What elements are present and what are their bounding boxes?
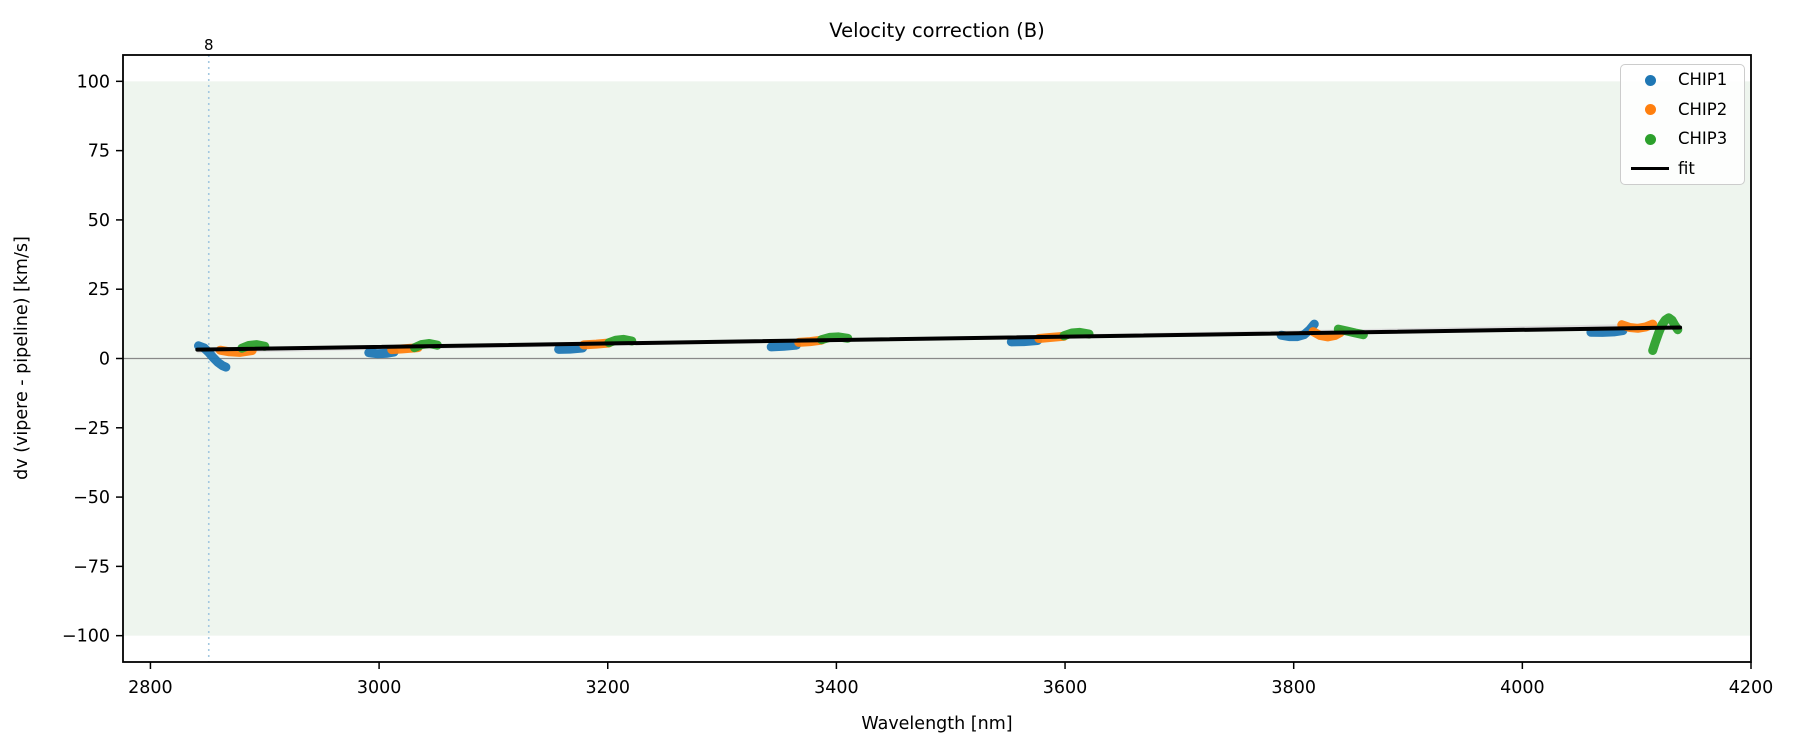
x-tick-label: 4000: [1500, 678, 1545, 698]
y-tick-label: 25: [88, 280, 110, 300]
y-axis-label: dv (vipere - pipeline) [km/s]: [12, 236, 32, 480]
y-tick-label: −50: [73, 488, 110, 508]
x-tick-label: 3800: [1271, 678, 1316, 698]
legend-item-chip2: CHIP2: [1630, 99, 1734, 119]
y-tick-label: −100: [62, 627, 110, 647]
guide-lines: 8: [123, 36, 1751, 662]
chip1-marker-icon: [1630, 74, 1670, 86]
x-tick-label: 2800: [128, 678, 173, 698]
x-tick-label: 3600: [1043, 678, 1088, 698]
y-tick-label: 100: [77, 72, 110, 92]
chip2-marker-icon: [1630, 104, 1670, 116]
legend: CHIP1 CHIP2 CHIP3 fit: [1620, 64, 1745, 185]
fit-line: [195, 325, 1683, 352]
y-tick-label: −25: [73, 419, 110, 439]
legend-label: CHIP2: [1678, 99, 1728, 119]
x-tick-label: 3000: [357, 678, 402, 698]
axis-ticks: 2800 3000 3200 3400 3600 3800 4000 4200 −100 −75 −…: [62, 72, 1773, 698]
x-tick-label: 3400: [814, 678, 859, 698]
fit-line-icon: [1630, 167, 1670, 171]
legend-label: CHIP1: [1678, 70, 1728, 89]
data-series: [194, 313, 1683, 372]
y-tick-label: 50: [88, 211, 110, 231]
series-chip1-segment: [766, 340, 801, 352]
y-tick-label: 75: [88, 142, 110, 162]
series-chip3-segment: [237, 340, 270, 353]
series-chip3-segment: [1648, 313, 1683, 355]
x-tick-label: 3200: [585, 678, 630, 698]
series-chip3-segment: [1059, 327, 1094, 341]
y-tick-label: 0: [99, 350, 110, 370]
plot-border: [122, 54, 1752, 663]
y-tick-label: −75: [73, 557, 110, 577]
legend-item-chip1: CHIP1: [1630, 70, 1734, 89]
axes-spines: [122, 54, 1752, 663]
series-chip1-segment: [1006, 336, 1043, 347]
legend-item-chip3: CHIP3: [1630, 129, 1734, 148]
order-label: 8: [204, 36, 214, 54]
legend-label: CHIP3: [1678, 129, 1728, 148]
chip3-marker-icon: [1630, 133, 1670, 145]
x-tick-label: 4200: [1729, 678, 1774, 698]
x-axis-label: Wavelength [nm]: [861, 714, 1012, 734]
legend-label: fit: [1678, 158, 1695, 178]
legend-item-fit: fit: [1630, 158, 1734, 178]
series-chip1-segment: [1586, 326, 1628, 337]
series-chip1-segment: [554, 343, 588, 354]
chart-title: Velocity correction (B): [829, 19, 1044, 42]
